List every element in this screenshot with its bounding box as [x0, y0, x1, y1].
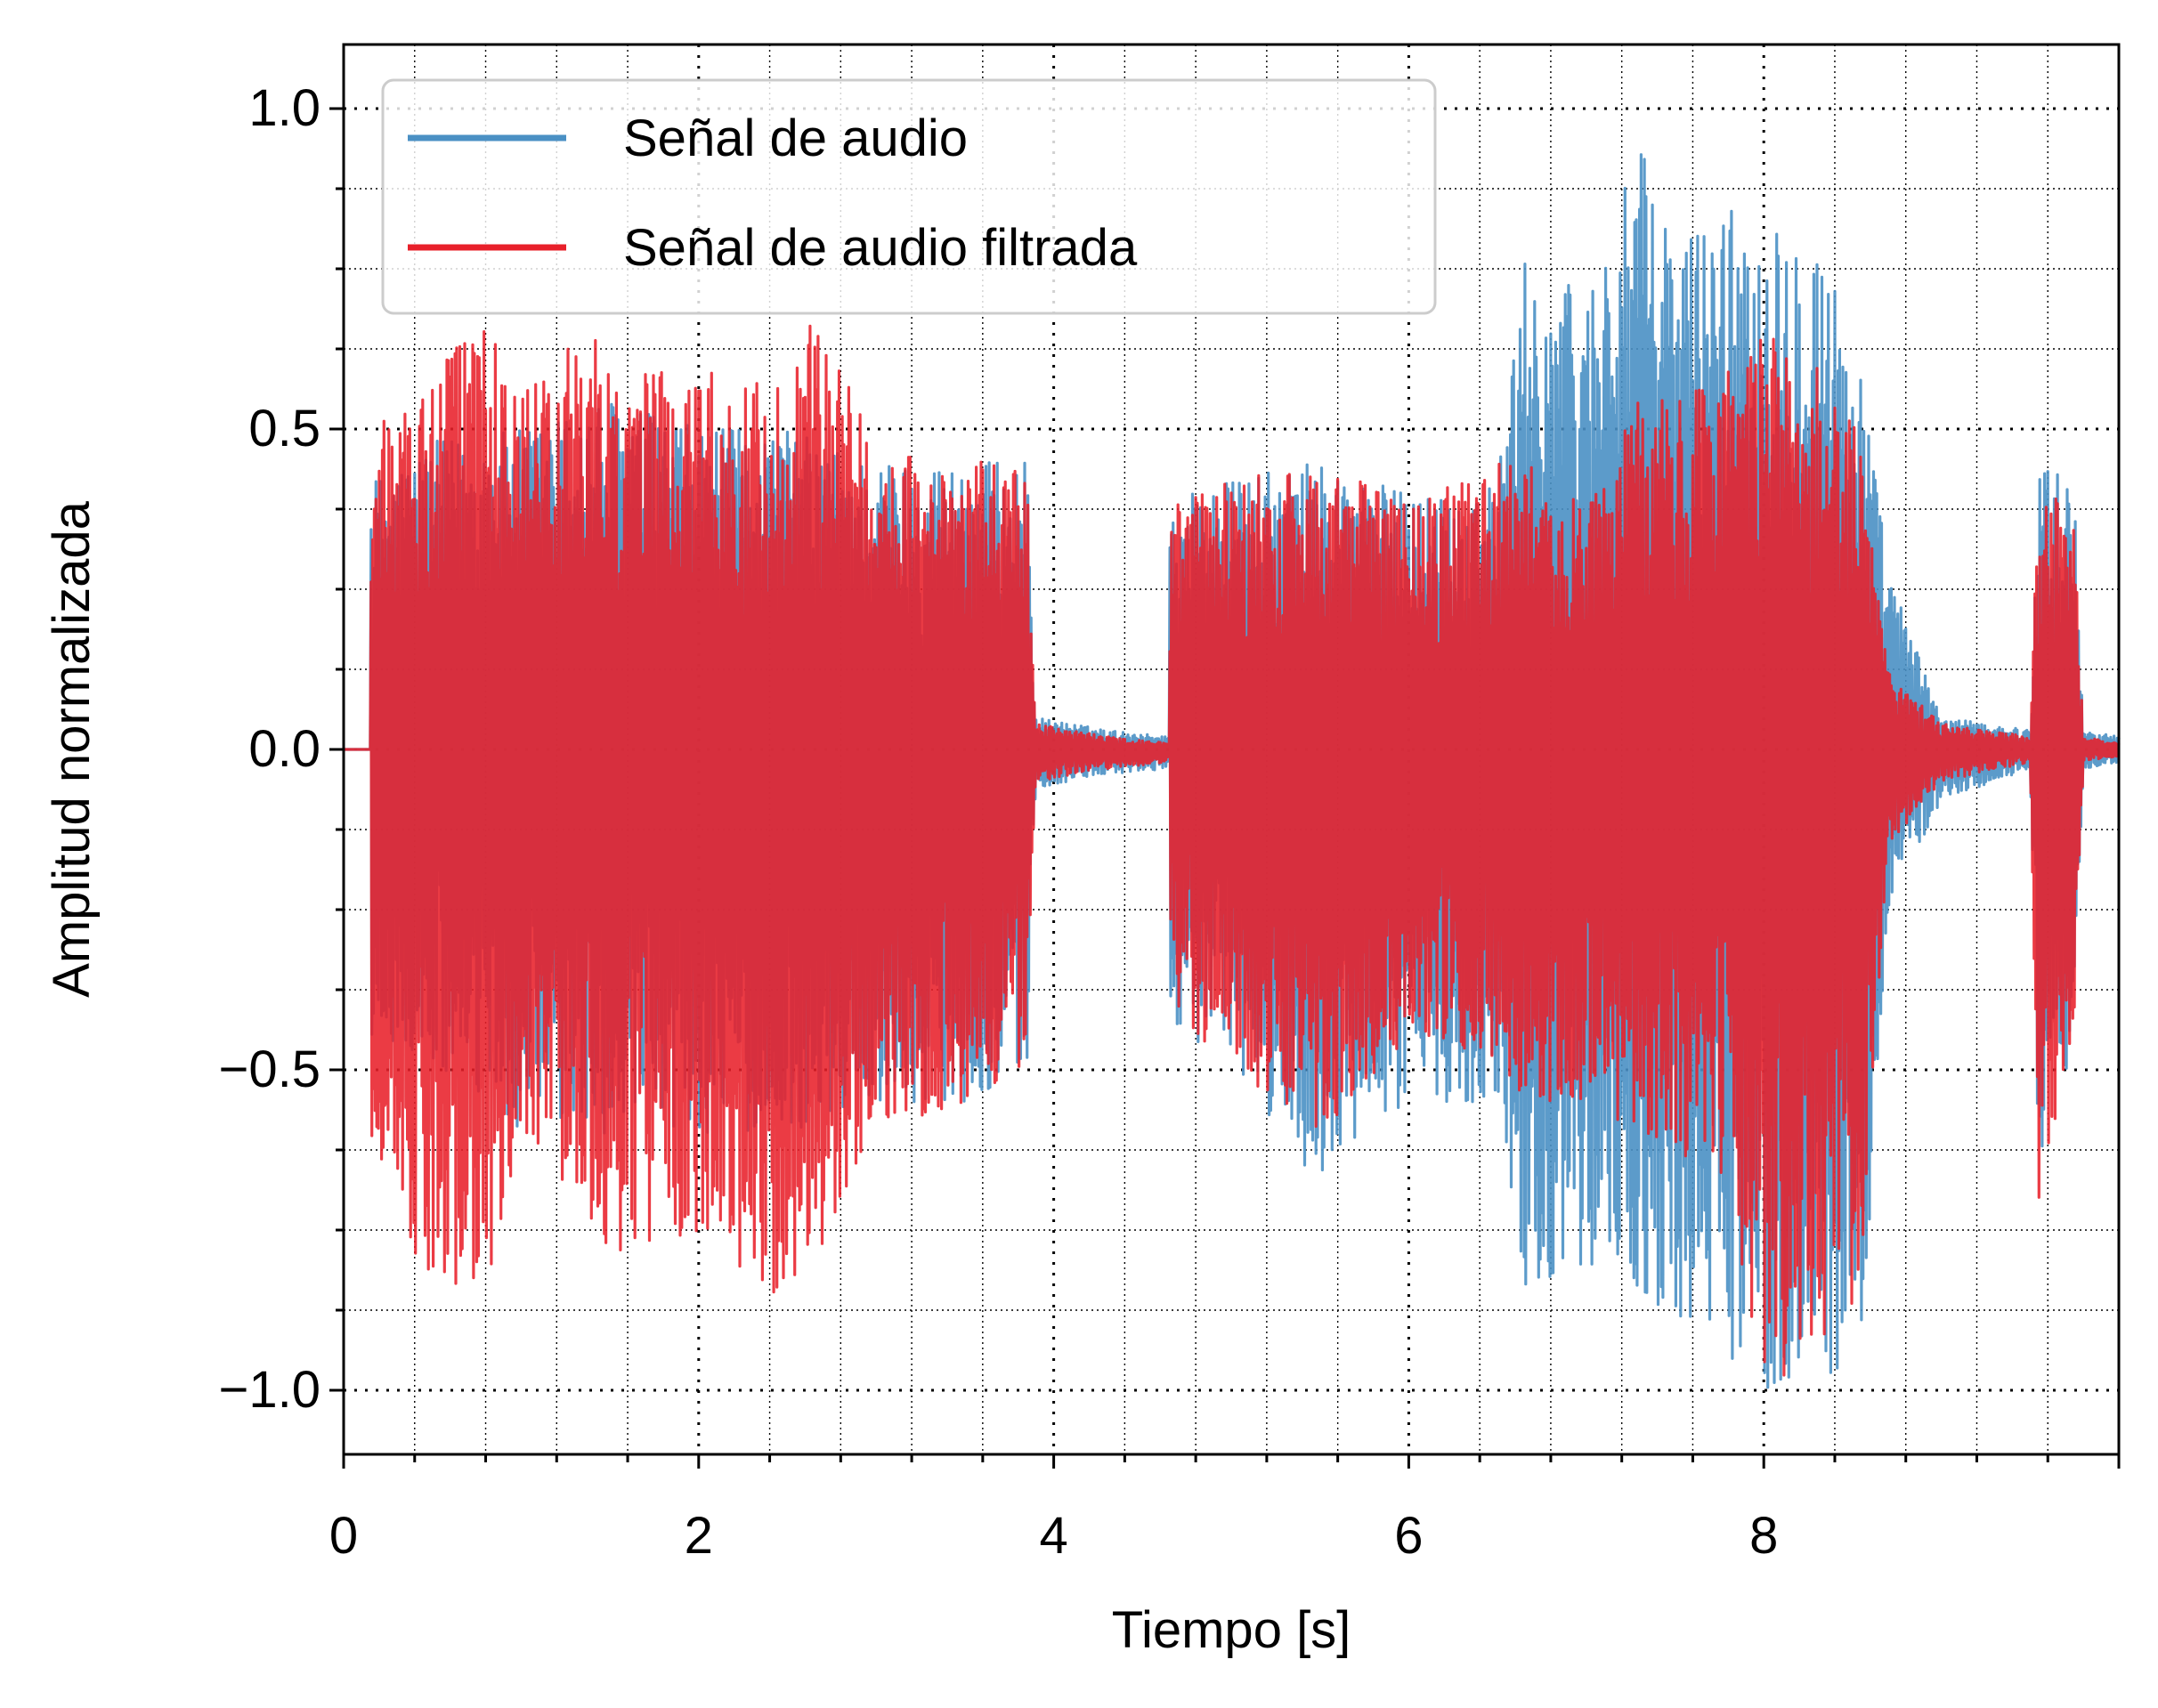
- y-tick-label: 1.0: [248, 79, 320, 137]
- y-tick-label: 0.0: [248, 720, 320, 778]
- y-tick-label: 0.5: [248, 400, 320, 457]
- x-tick-label: 4: [1039, 1507, 1067, 1565]
- legend: Señal de audio Señal de audio filtrada: [381, 78, 1437, 315]
- x-tick-label: 2: [685, 1507, 713, 1565]
- y-tick-label: −0.5: [219, 1040, 321, 1098]
- x-tick-label: 0: [329, 1507, 358, 1565]
- y-tick-labels: 1.0 0.5 0.0 −0.5 −1.0: [219, 79, 321, 1419]
- y-axis-label: Amplitud normalizada: [43, 500, 101, 997]
- y-tick-label: −1.0: [219, 1361, 321, 1419]
- series-layer: [343, 153, 2121, 1389]
- x-tick-label: 6: [1394, 1507, 1423, 1565]
- y-axis-ticks: [329, 107, 344, 1392]
- x-tick-labels: 0 2 4 6 8: [329, 1507, 1778, 1565]
- x-axis-ticks: [342, 1454, 2121, 1469]
- legend-entry-label: Señal de audio filtrada: [623, 219, 1138, 277]
- x-axis-label: Tiempo [s]: [1112, 1601, 1351, 1659]
- x-tick-label: 8: [1749, 1507, 1778, 1565]
- legend-box: [381, 78, 1437, 315]
- legend-entry-label: Señal de audio: [623, 109, 968, 167]
- series-line: [343, 324, 2121, 1377]
